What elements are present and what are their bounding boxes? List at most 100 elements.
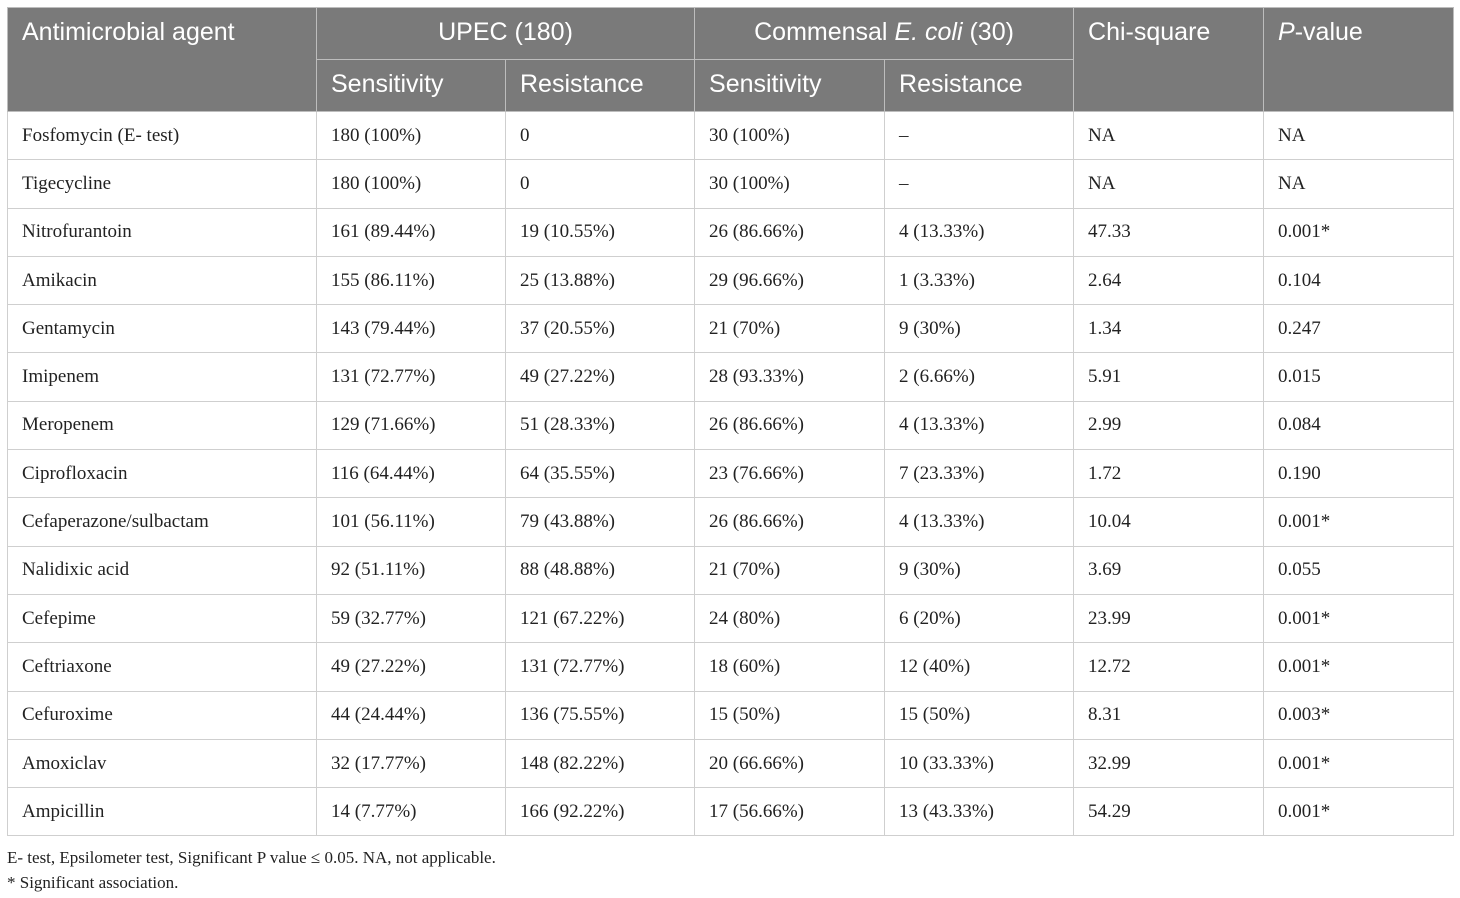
agent-cell: Nitrofurantoin [7, 207, 317, 257]
upec-sensitivity-cell: 180 (100%) [316, 110, 506, 161]
chi-square-cell: NA [1073, 110, 1265, 161]
upec-sensitivity-cell: 116 (64.44%) [316, 449, 506, 499]
upec-sensitivity-cell: 161 (89.44%) [316, 207, 506, 257]
chi-square-cell: 23.99 [1073, 593, 1265, 644]
p-value-cell: 0.015 [1263, 352, 1455, 402]
upec-resistance-cell: 64 (35.55%) [504, 449, 696, 499]
commensal-sensitivity-cell: 28 (93.33%) [694, 352, 886, 402]
upec-resistance-cell: 51 (28.33%) [504, 400, 696, 451]
upec-resistance-cell: 49 (27.22%) [504, 352, 696, 402]
header-commensal-prefix: Commensal [754, 18, 895, 46]
header-commensal: Commensal E. coli (30) [694, 7, 1075, 60]
chi-square-cell: 54.29 [1073, 787, 1265, 837]
commensal-resistance-cell: 13 (43.33%) [884, 787, 1075, 837]
upec-sensitivity-cell: 180 (100%) [316, 159, 506, 209]
chi-square-cell: 10.04 [1073, 497, 1265, 547]
footnote-line-1: E- test, Epsilometer test, Significant P… [7, 848, 496, 867]
chi-square-cell: 5.91 [1073, 352, 1265, 402]
table-row: Ceftriaxone 49 (27.22%) 131 (72.77%) 18 (60… [7, 642, 1455, 692]
commensal-resistance-cell: 1 (3.33%) [884, 255, 1075, 306]
agent-cell: Meropenem [7, 400, 317, 451]
commensal-resistance-cell: – [884, 159, 1075, 209]
chi-square-cell: NA [1073, 159, 1265, 209]
commensal-resistance-cell: – [884, 110, 1075, 161]
chi-square-cell: 12.72 [1073, 642, 1265, 692]
table-row: Ciprofloxacin 116 (64.44%) 64 (35.55%) 23 (… [7, 449, 1455, 499]
header-p-suffix: -value [1294, 18, 1363, 46]
header-p-value: P-value [1263, 7, 1455, 112]
upec-resistance-cell: 148 (82.22%) [504, 738, 696, 789]
p-value-cell: 0.104 [1263, 255, 1455, 306]
agent-cell: Cefaperazone/sulbactam [7, 497, 317, 547]
table-row: Amikacin 155 (86.11%) 25 (13.88%) 29 (96.66… [7, 255, 1455, 306]
header-commensal-sensitivity: Sensitivity [694, 59, 886, 112]
upec-resistance-cell: 121 (67.22%) [504, 593, 696, 644]
agent-cell: Amikacin [7, 255, 317, 306]
commensal-sensitivity-cell: 26 (86.66%) [694, 207, 886, 257]
upec-sensitivity-cell: 129 (71.66%) [316, 400, 506, 451]
table-row: Imipenem 131 (72.77%) 49 (27.22%) 28 (93.33… [7, 352, 1455, 402]
header-upec: UPEC (180) [315, 7, 696, 60]
table-row: Tigecycline 180 (100%) 0 30 (100%) – NA NA [7, 159, 1455, 209]
table-row: Nalidixic acid 92 (51.11%) 88 (48.88%) 21 (… [7, 545, 1455, 595]
upec-resistance-cell: 136 (75.55%) [504, 690, 696, 740]
commensal-resistance-cell: 4 (13.33%) [884, 497, 1075, 547]
commensal-resistance-cell: 9 (30%) [884, 304, 1075, 354]
table-header: Antimicrobial agent UPEC (180) Commensal… [7, 7, 1455, 112]
chi-square-cell: 1.34 [1073, 304, 1265, 354]
upec-sensitivity-cell: 32 (17.77%) [316, 738, 506, 789]
p-value-cell: 0.084 [1263, 400, 1455, 451]
p-value-cell: NA [1263, 110, 1455, 161]
commensal-resistance-cell: 4 (13.33%) [884, 400, 1075, 451]
antimicrobial-table-container: Antimicrobial agent UPEC (180) Commensal… [7, 7, 1455, 837]
agent-cell: Cefuroxime [7, 690, 317, 740]
agent-cell: Amoxiclav [7, 738, 317, 789]
upec-resistance-cell: 88 (48.88%) [504, 545, 696, 595]
commensal-sensitivity-cell: 23 (76.66%) [694, 449, 886, 499]
commensal-sensitivity-cell: 30 (100%) [694, 159, 886, 209]
chi-square-cell: 3.69 [1073, 545, 1265, 595]
p-value-cell: 0.001* [1263, 642, 1455, 692]
upec-sensitivity-cell: 49 (27.22%) [316, 642, 506, 692]
commensal-resistance-cell: 15 (50%) [884, 690, 1075, 740]
commensal-sensitivity-cell: 26 (86.66%) [694, 400, 886, 451]
chi-square-cell: 47.33 [1073, 207, 1265, 257]
commensal-resistance-cell: 7 (23.33%) [884, 449, 1075, 499]
commensal-resistance-cell: 12 (40%) [884, 642, 1075, 692]
header-chi-square: Chi-square [1073, 7, 1265, 112]
upec-sensitivity-cell: 44 (24.44%) [316, 690, 506, 740]
header-p-italic: P [1278, 18, 1295, 46]
agent-cell: Nalidixic acid [7, 545, 317, 595]
header-commensal-resistance: Resistance [884, 59, 1075, 112]
table-row: Cefaperazone/sulbactam 101 (56.11%) 79 (43… [7, 497, 1455, 547]
p-value-cell: 0.003* [1263, 690, 1455, 740]
commensal-sensitivity-cell: 18 (60%) [694, 642, 886, 692]
commensal-sensitivity-cell: 20 (66.66%) [694, 738, 886, 789]
commensal-resistance-cell: 4 (13.33%) [884, 207, 1075, 257]
agent-cell: Tigecycline [7, 159, 317, 209]
commensal-resistance-cell: 9 (30%) [884, 545, 1075, 595]
chi-square-cell: 32.99 [1073, 738, 1265, 789]
upec-resistance-cell: 166 (92.22%) [504, 787, 696, 837]
upec-resistance-cell: 79 (43.88%) [504, 497, 696, 547]
commensal-sensitivity-cell: 29 (96.66%) [694, 255, 886, 306]
table-footnotes: E- test, Epsilometer test, Significant P… [7, 845, 496, 895]
p-value-cell: 0.055 [1263, 545, 1455, 595]
commensal-sensitivity-cell: 17 (56.66%) [694, 787, 886, 837]
chi-square-cell: 8.31 [1073, 690, 1265, 740]
header-commensal-species: E. coli [894, 18, 963, 46]
header-antimicrobial-agent: Antimicrobial agent [7, 7, 317, 112]
upec-resistance-cell: 25 (13.88%) [504, 255, 696, 306]
table-row: Amoxiclav 32 (17.77%) 148 (82.22%) 20 (66.6… [7, 738, 1455, 789]
commensal-resistance-cell: 6 (20%) [884, 593, 1075, 644]
header-upec-sensitivity: Sensitivity [316, 59, 506, 112]
agent-cell: Ciprofloxacin [7, 449, 317, 499]
p-value-cell: NA [1263, 159, 1455, 209]
table-row: Cefuroxime 44 (24.44%) 136 (75.55%) 15 (50%… [7, 690, 1455, 740]
agent-cell: Gentamycin [7, 304, 317, 354]
commensal-sensitivity-cell: 26 (86.66%) [694, 497, 886, 547]
antimicrobial-table: Antimicrobial agent UPEC (180) Commensal… [7, 7, 1455, 837]
upec-sensitivity-cell: 101 (56.11%) [316, 497, 506, 547]
p-value-cell: 0.001* [1263, 593, 1455, 644]
upec-resistance-cell: 0 [504, 159, 696, 209]
